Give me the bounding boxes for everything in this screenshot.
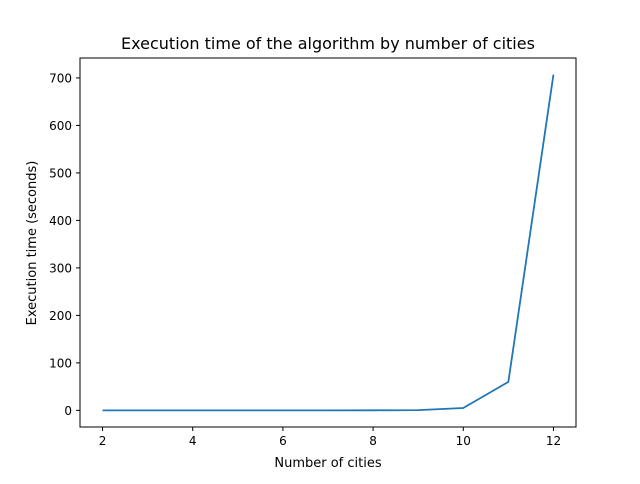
series-line: [102, 74, 555, 412]
y-tick-label: 400: [49, 214, 72, 228]
y-tick-label: 200: [49, 309, 72, 323]
x-tick-label: 8: [369, 434, 377, 448]
plot-frame: [79, 57, 577, 428]
series-layer: [102, 74, 555, 412]
axis-ticks: 2 4 6 8 10 12 0 100 200 300 400 500 600 700: [49, 71, 561, 448]
x-tick-label: 6: [279, 434, 287, 448]
y-tick-label: 700: [49, 71, 72, 85]
y-tick-label: 500: [49, 166, 72, 180]
y-axis-label: Execution time (seconds): [25, 161, 40, 326]
chart-title: Execution time of the algorithm by numbe…: [121, 34, 535, 53]
y-tick-label: 600: [49, 119, 72, 133]
x-tick-label: 4: [189, 434, 197, 448]
x-tick-label: 2: [99, 434, 107, 448]
y-tick-label: 300: [49, 261, 72, 275]
x-tick-label: 12: [546, 434, 561, 448]
x-axis-label: Number of cities: [274, 456, 381, 471]
y-tick-label: 0: [64, 404, 72, 418]
y-tick-label: 100: [49, 356, 72, 370]
x-tick-label: 10: [456, 434, 471, 448]
